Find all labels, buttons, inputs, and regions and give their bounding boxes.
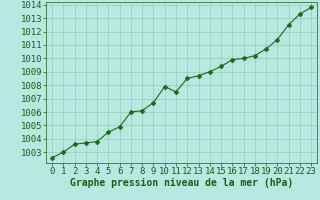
X-axis label: Graphe pression niveau de la mer (hPa): Graphe pression niveau de la mer (hPa) xyxy=(70,178,293,188)
